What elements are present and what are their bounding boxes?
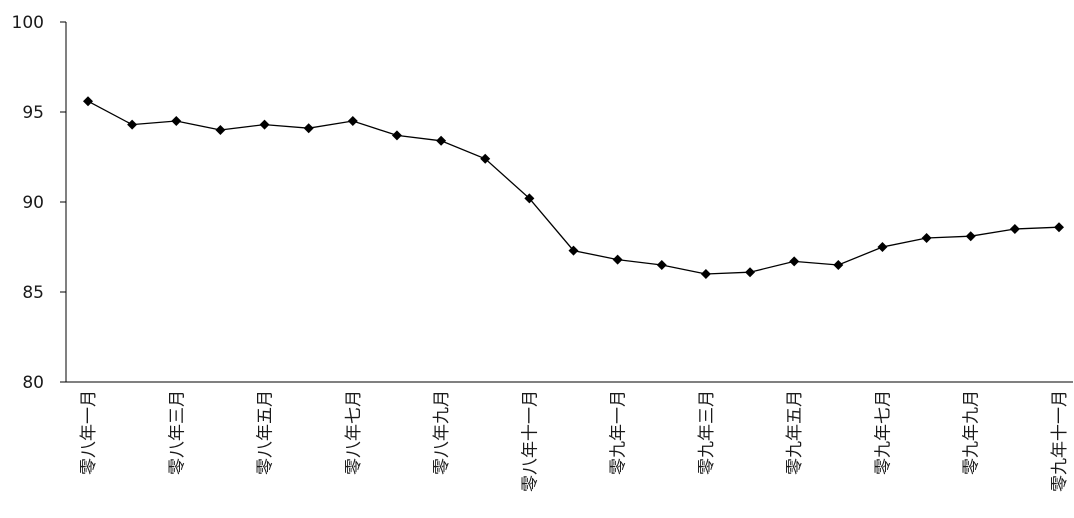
y-tick-label: 95 [22, 103, 44, 123]
x-tick-label: 零九年五月 [785, 390, 805, 475]
data-point-marker [524, 193, 535, 204]
data-point-marker [259, 119, 270, 130]
data-point-marker [480, 153, 491, 164]
data-point-marker [921, 233, 932, 243]
x-tick-label: 零九年三月 [697, 390, 717, 475]
data-point-marker [745, 267, 756, 278]
data-point-marker [391, 130, 402, 141]
x-tick-label: 零八年五月 [256, 390, 276, 475]
x-tick-label: 零九年九月 [962, 390, 982, 475]
data-point-marker [347, 116, 358, 126]
data-point-marker [83, 96, 93, 107]
data-point-marker [303, 123, 314, 134]
data-point-marker [877, 242, 888, 252]
x-axis: 零八年一月 零八年三月 零八年五月 零八年七月 零八年九月 零八年十一月 零九年一月 零九年三… [66, 381, 1073, 492]
y-axis: 80 85 90 95 100 [12, 13, 67, 393]
data-point-marker [1054, 222, 1064, 233]
y-tick-label: 100 [12, 13, 44, 33]
x-tick-label: 零八年七月 [344, 390, 364, 475]
x-tick-label: 零八年九月 [432, 390, 452, 475]
x-tick-label: 零九年一月 [609, 390, 629, 475]
x-tick-label: 零八年十一月 [520, 390, 540, 492]
x-tick-label: 零九年十一月 [1050, 390, 1070, 492]
data-point-marker [700, 269, 711, 279]
data-point-marker [612, 254, 623, 265]
data-point-marker [436, 135, 447, 146]
data-point-marker [656, 260, 667, 270]
data-point-marker [568, 245, 579, 256]
data-series [83, 96, 1064, 279]
x-tick-label: 零八年三月 [167, 390, 187, 475]
data-point-marker [789, 256, 800, 267]
data-point-marker [1009, 224, 1020, 234]
data-point-marker [215, 125, 226, 135]
y-tick-label: 80 [22, 373, 44, 393]
y-tick-label: 85 [22, 283, 44, 303]
data-point-marker [171, 116, 182, 126]
data-point-marker [833, 260, 844, 270]
x-tick-label: 零九年七月 [873, 390, 893, 475]
data-point-marker [965, 231, 976, 242]
y-tick-label: 90 [22, 193, 44, 213]
x-tick-label: 零八年一月 [79, 390, 99, 475]
data-point-marker [127, 119, 138, 130]
